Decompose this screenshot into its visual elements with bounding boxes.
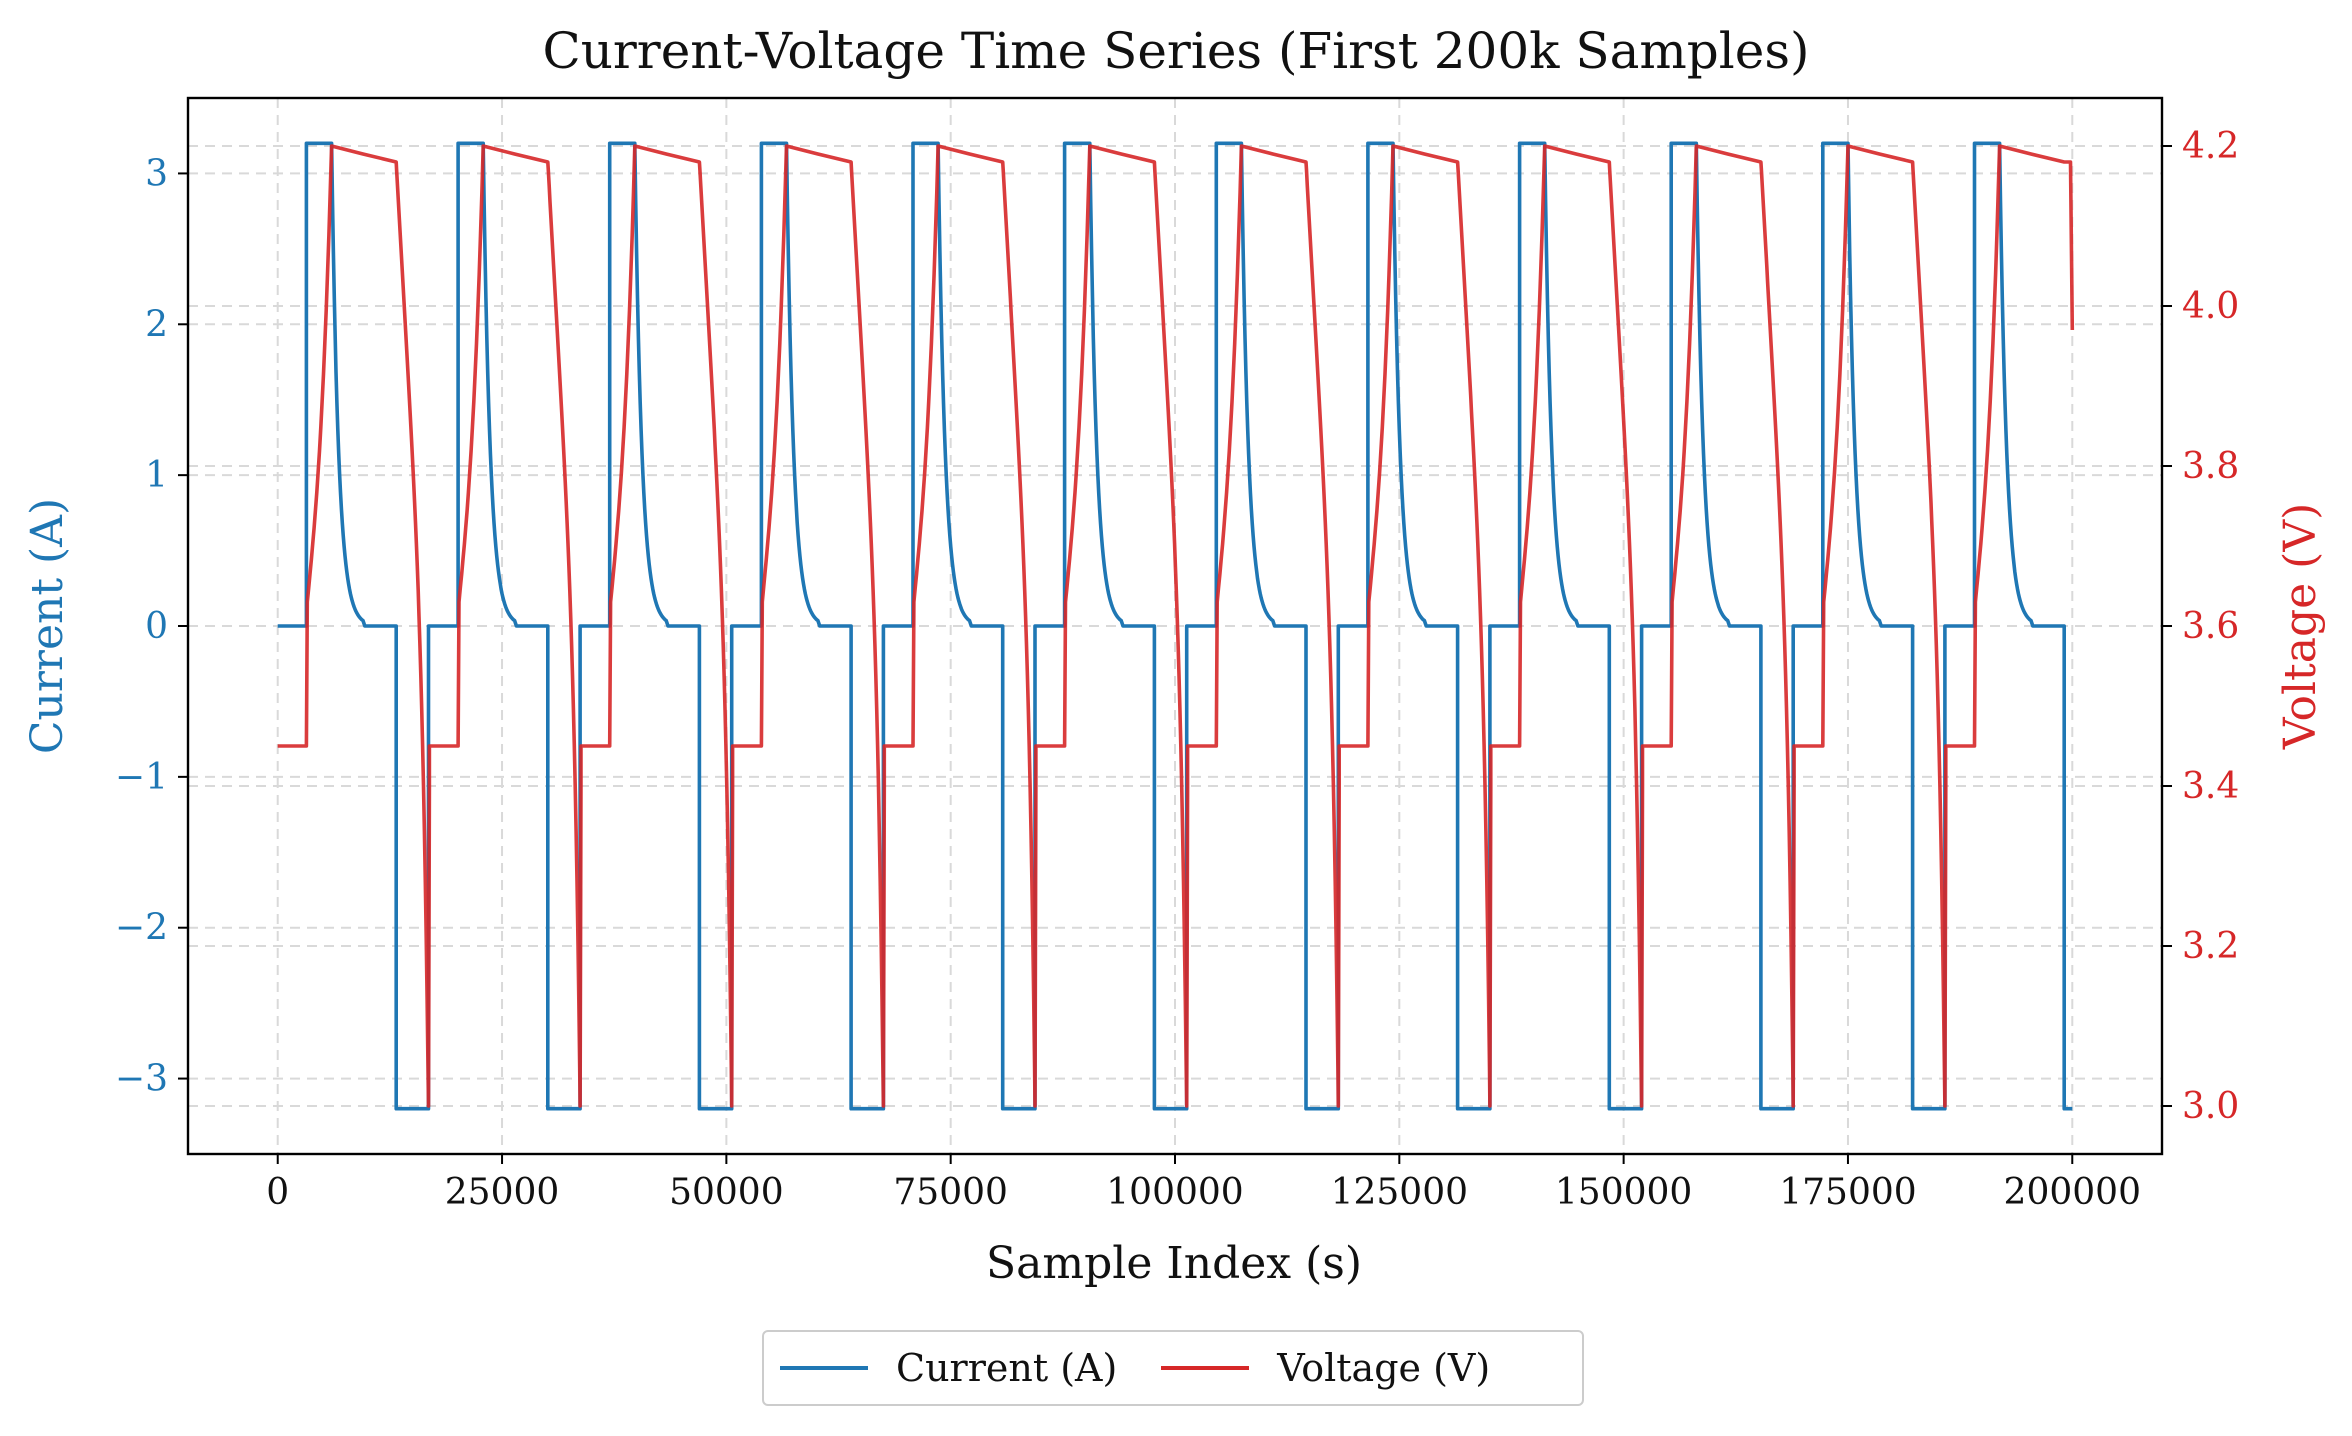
legend-label-voltage: Voltage (V) [1277, 1346, 1491, 1390]
y-right-tick-label-5: 4.0 [2182, 286, 2239, 327]
y-left-tick-label-2: −1 [115, 757, 168, 798]
chart-legend: Current (A) Voltage (V) [762, 1330, 1584, 1406]
legend-label-current: Current (A) [896, 1346, 1118, 1390]
x-tick-label-1: 25000 [445, 1172, 560, 1213]
legend-swatch-current [780, 1366, 868, 1370]
y-right-tick-label-6: 4.2 [2182, 126, 2239, 167]
x-tick-label-2: 50000 [669, 1172, 784, 1213]
y-axis-label-right: Voltage (V) [2275, 503, 2326, 751]
y-left-tick-label-3: 0 [145, 606, 168, 647]
y-left-tick-label-6: 3 [145, 153, 168, 194]
x-tick-label-6: 150000 [1555, 1172, 1692, 1213]
y-right-tick-label-4: 3.8 [2182, 446, 2239, 487]
x-tick-label-5: 125000 [1331, 1172, 1468, 1213]
legend-entry-voltage: Voltage (V) [1161, 1346, 1490, 1390]
legend-swatch-voltage [1161, 1366, 1250, 1370]
x-tick-label-8: 200000 [2004, 1172, 2141, 1213]
y-right-tick-label-3: 3.6 [2182, 606, 2239, 647]
x-tick-label-4: 100000 [1106, 1172, 1243, 1213]
y-right-tick-label-1: 3.2 [2182, 926, 2239, 967]
y-left-tick-label-1: −2 [115, 908, 168, 949]
series-line-voltage [277, 144, 2075, 1108]
legend-entry-current: Current (A) [780, 1346, 1117, 1390]
x-tick-label-0: 0 [266, 1172, 289, 1213]
y-axis-label-left: Current (A) [22, 498, 73, 754]
axis-layer: 0 25000 50000 75000 100000 125000 150000 175000… [115, 96, 2239, 1213]
y-left-tick-label-4: 1 [145, 455, 168, 496]
y-right-tick-label-2: 3.4 [2182, 766, 2239, 807]
x-axis-label: Sample Index (s) [986, 1238, 1362, 1289]
x-tick-label-7: 175000 [1779, 1172, 1916, 1213]
y-right-tick-label-0: 3.0 [2182, 1086, 2239, 1127]
series-layer [277, 141, 2075, 1111]
y-left-tick-label-0: −3 [115, 1059, 168, 1100]
x-tick-label-3: 75000 [893, 1172, 1008, 1213]
y-left-tick-label-5: 2 [145, 304, 168, 345]
chart-title: Current-Voltage Time Series (First 200k … [542, 22, 1809, 80]
